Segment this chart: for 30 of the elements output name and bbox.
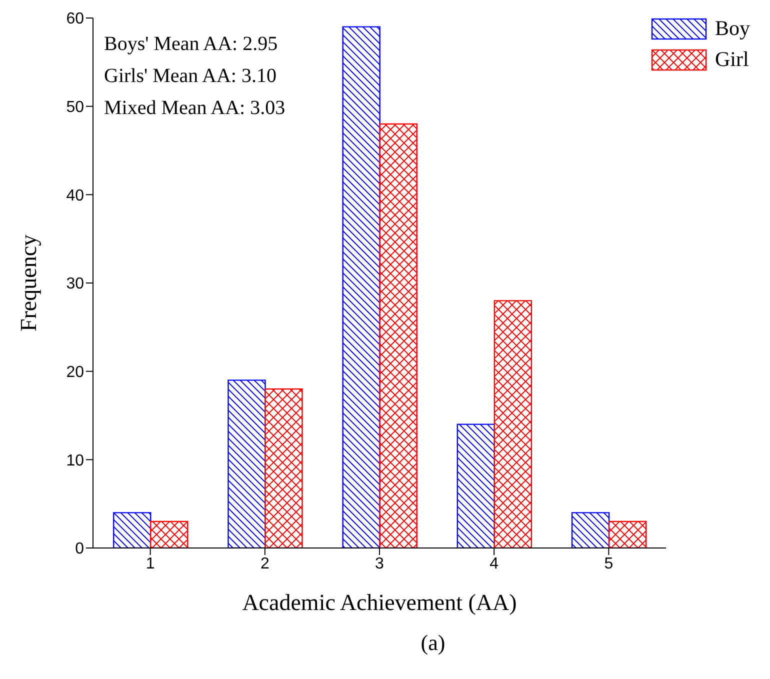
y-tick-label: 40 — [66, 187, 84, 204]
y-axis-title: Frequency — [16, 234, 42, 332]
y-tick-label: 30 — [66, 276, 84, 293]
bar — [264, 388, 303, 548]
x-axis-title: Academic Achievement (AA) — [242, 590, 517, 615]
legend-label: Girl — [714, 47, 749, 72]
bar — [571, 512, 610, 548]
annotation: Boys' Mean AA: 2.95 — [104, 32, 279, 57]
x-tick-label: 3 — [375, 555, 384, 572]
bar — [456, 424, 496, 548]
bar — [150, 520, 188, 548]
y-tick-label: 10 — [66, 452, 84, 470]
y-tick-label: 0 — [75, 540, 84, 558]
legend-label: Boy — [714, 16, 750, 41]
bar — [113, 512, 152, 548]
x-tick-label: 4 — [490, 555, 499, 572]
bar — [342, 26, 380, 548]
text: (a) — [420, 630, 446, 656]
y-tick-label: 20 — [66, 364, 84, 382]
annotation: Girls' Mean AA: 3.10 — [104, 64, 278, 89]
y-tick-label: 60 — [66, 10, 84, 28]
x-tick-label: 1 — [146, 555, 155, 572]
x-tick-label: 5 — [604, 555, 614, 572]
bar — [608, 520, 647, 548]
bar — [228, 380, 266, 548]
bar — [494, 300, 532, 548]
x-tick-label: 2 — [260, 555, 270, 572]
annotation: Mixed Mean AA: 3.03 — [104, 96, 286, 121]
y-tick-label: 50 — [66, 99, 84, 116]
bar — [379, 123, 418, 548]
